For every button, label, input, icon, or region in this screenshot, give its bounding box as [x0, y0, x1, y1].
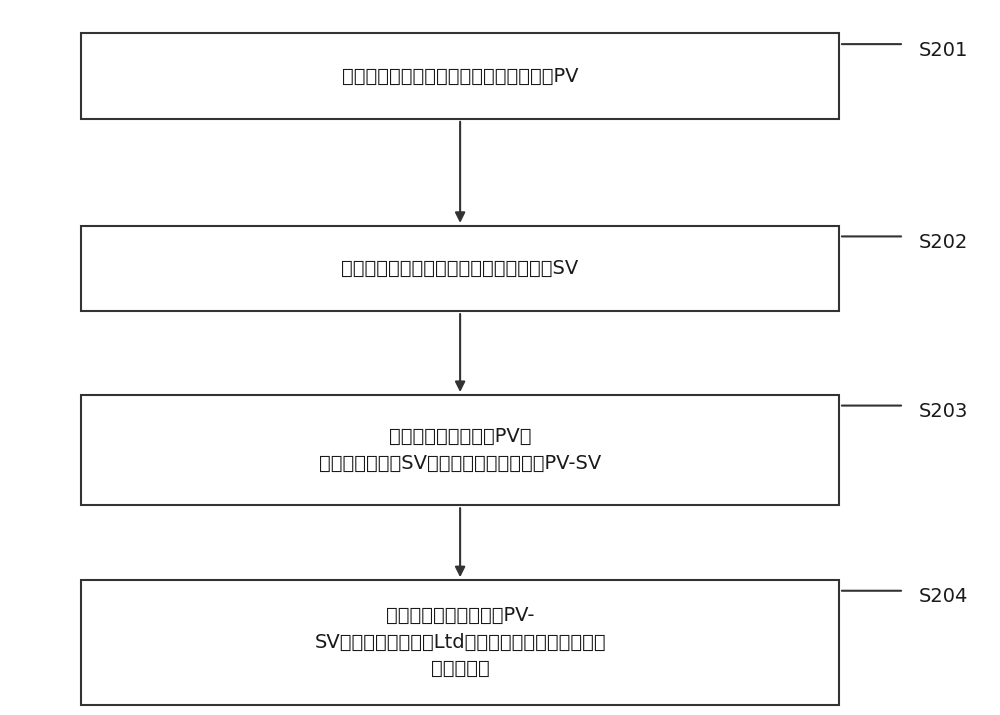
Text: S204: S204 [919, 587, 968, 606]
Text: 获取燃尽温度控制环节的燃尽温度测量值PV: 获取燃尽温度控制环节的燃尽温度测量值PV [342, 66, 578, 86]
Text: 通过燃尽温度测量值PV和
燃尽温度设定值SV计算燃尽温度控制偏差PV-SV: 通过燃尽温度测量值PV和 燃尽温度设定值SV计算燃尽温度控制偏差PV-SV [319, 428, 601, 473]
Text: S203: S203 [919, 402, 968, 421]
FancyBboxPatch shape [81, 226, 839, 311]
Text: 判断燃尽温度控制偏差PV-
SV是否大于偏差限幅Ltd，若是，则表明燃尽温度控
制偏差超限: 判断燃尽温度控制偏差PV- SV是否大于偏差限幅Ltd，若是，则表明燃尽温度控 … [314, 606, 606, 679]
Text: S202: S202 [919, 233, 968, 252]
Text: 获取燃尽温度控制环节的燃尽温度设定值SV: 获取燃尽温度控制环节的燃尽温度设定值SV [341, 259, 579, 278]
Text: S201: S201 [919, 41, 968, 59]
FancyBboxPatch shape [81, 34, 839, 119]
FancyBboxPatch shape [81, 580, 839, 705]
FancyBboxPatch shape [81, 395, 839, 506]
